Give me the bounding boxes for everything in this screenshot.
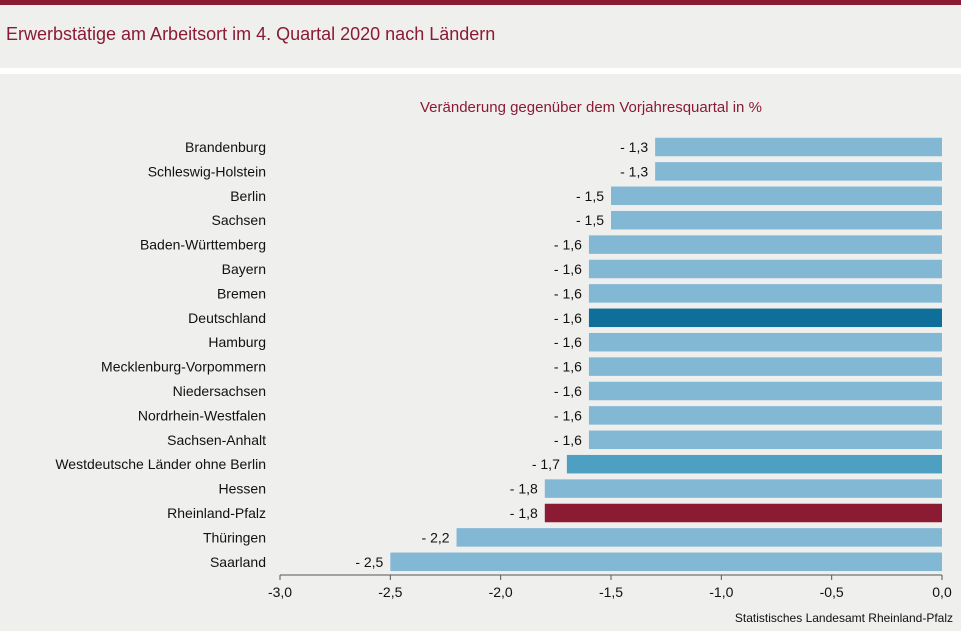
value-label-schleswig-holstein: - 1,3 — [620, 163, 648, 179]
value-label-saarland: - 2,5 — [355, 554, 383, 570]
category-label-bayern: Bayern — [222, 261, 266, 277]
value-label-mecklenburg-vorpommern: - 1,6 — [554, 359, 582, 375]
value-label-rheinland-pfalz: - 1,8 — [510, 505, 538, 521]
category-label-sachsen-anhalt: Sachsen-Anhalt — [167, 432, 266, 448]
value-label-brandenburg: - 1,3 — [620, 139, 648, 155]
category-label-thueringen: Thüringen — [203, 529, 266, 545]
bar-deutschland — [588, 308, 942, 328]
x-tick-label: -2,5 — [378, 584, 402, 600]
bar-sachsen-anhalt — [588, 430, 942, 450]
category-label-schleswig-holstein: Schleswig-Holstein — [148, 163, 266, 179]
value-label-thueringen: - 2,2 — [422, 529, 450, 545]
bar-hamburg — [588, 332, 942, 352]
x-tick-label: 0,0 — [932, 584, 952, 600]
title-separator — [0, 68, 961, 74]
value-label-berlin: - 1,5 — [576, 188, 604, 204]
category-label-mecklenburg-vorpommern: Mecklenburg-Vorpommern — [101, 359, 266, 375]
value-label-sachsen: - 1,5 — [576, 212, 604, 228]
value-label-nordrhein-westfalen: - 1,6 — [554, 407, 582, 423]
chart-title: Erwerbstätige am Arbeitsort im 4. Quarta… — [6, 24, 496, 44]
value-labels-group: - 1,3 - 1,3 - 1,5 - 1,5 - 1,6 - 1,6 - 1,6 - 1,6… — [355, 139, 648, 570]
category-labels-group: Brandenburg Schleswig-Holstein Berlin Sachs… — [55, 139, 266, 570]
category-label-bremen: Bremen — [217, 285, 266, 301]
top-accent-rule — [0, 0, 961, 5]
bar-mecklenburg-vorpommern — [588, 357, 942, 376]
category-label-brandenburg: Brandenburg — [185, 139, 266, 155]
category-label-berlin: Berlin — [230, 188, 266, 204]
bar-baden-wuerttemberg — [588, 235, 942, 254]
x-tick-label: -2,0 — [489, 584, 513, 600]
category-label-westdeutsche-laender-ohne-berlin: Westdeutsche Länder ohne Berlin — [55, 456, 266, 472]
category-label-saarland: Saarland — [210, 554, 266, 570]
bar-thueringen — [456, 528, 942, 547]
category-label-hamburg: Hamburg — [208, 334, 266, 350]
source-note: Statistisches Landesamt Rheinland-Pfalz — [734, 611, 953, 625]
x-tick-label: -1,0 — [709, 584, 733, 600]
chart-subtitle: Veränderung gegenüber dem Vorjahresquart… — [420, 99, 762, 116]
category-label-nordrhein-westfalen: Nordrhein-Westfalen — [138, 407, 266, 423]
value-label-baden-wuerttemberg: - 1,6 — [554, 237, 582, 253]
x-tick-label: -3,0 — [268, 584, 292, 600]
bars-group — [390, 137, 942, 572]
bar-hessen — [544, 479, 942, 498]
value-label-deutschland: - 1,6 — [554, 310, 582, 326]
value-label-bremen: - 1,6 — [554, 285, 582, 301]
bar-saarland — [390, 552, 942, 572]
value-label-westdeutsche-laender-ohne-berlin: - 1,7 — [532, 456, 560, 472]
value-label-sachsen-anhalt: - 1,6 — [554, 432, 582, 448]
category-label-baden-wuerttemberg: Baden-Württemberg — [140, 237, 266, 253]
value-label-bayern: - 1,6 — [554, 261, 582, 277]
category-label-niedersachsen: Niedersachsen — [173, 383, 266, 399]
category-label-sachsen: Sachsen — [212, 212, 266, 228]
category-label-rheinland-pfalz: Rheinland-Pfalz — [167, 505, 266, 521]
bar-westdeutsche-laender-ohne-berlin — [566, 454, 942, 474]
bar-brandenburg — [655, 137, 942, 157]
category-label-deutschland: Deutschland — [188, 310, 266, 326]
x-axis: -3,0 -2,5 -2,0 -1,5 -1,0 -0,5 0,0 — [268, 574, 952, 600]
bar-nordrhein-westfalen — [588, 406, 942, 425]
bar-bayern — [588, 259, 942, 279]
bar-rheinland-pfalz — [544, 503, 942, 523]
bar-niedersachsen — [588, 381, 942, 401]
x-tick-label: -1,5 — [599, 584, 623, 600]
value-label-niedersachsen: - 1,6 — [554, 383, 582, 399]
value-label-hessen: - 1,8 — [510, 481, 538, 497]
bar-sachsen — [611, 210, 942, 230]
bar-berlin — [611, 186, 942, 206]
bar-bremen — [588, 284, 942, 303]
bar-schleswig-holstein — [655, 162, 942, 181]
category-label-hessen: Hessen — [219, 481, 266, 497]
x-tick-label: -0,5 — [820, 584, 844, 600]
value-label-hamburg: - 1,6 — [554, 334, 582, 350]
